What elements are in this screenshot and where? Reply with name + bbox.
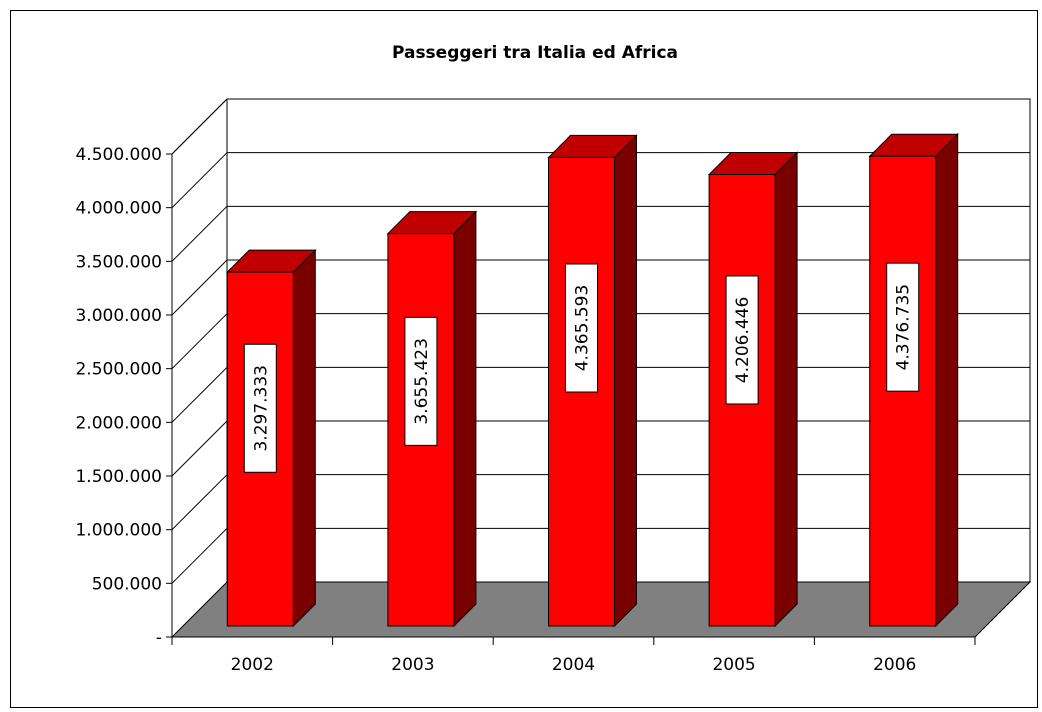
bar-side	[292, 248, 316, 628]
gridline-side	[171, 474, 228, 531]
y-tick-label: 1.500.000	[75, 467, 162, 487]
gridline-side	[171, 205, 228, 262]
bar: 4.206.446	[707, 151, 799, 628]
data-label: 4.206.446	[725, 275, 759, 405]
data-label-text: 4.376.735	[894, 284, 914, 371]
data-label-text: 4.206.446	[733, 297, 753, 384]
x-tick-label: 2006	[873, 655, 916, 675]
bar: 4.365.593	[547, 134, 638, 628]
bar-side	[453, 210, 477, 628]
chart-title: Passeggeri tra Italia ed Africa	[392, 43, 678, 63]
data-label-box	[886, 262, 920, 392]
y-tick-label: 3.000.000	[75, 306, 162, 326]
side-wall-edge	[171, 98, 228, 155]
bar: 3.655.423	[386, 210, 478, 628]
gridline-side	[171, 259, 228, 316]
data-label: 3.297.333	[243, 343, 277, 473]
y-tick-label: 1.000.000	[75, 521, 162, 541]
x-tick-label: 2004	[552, 655, 595, 675]
data-label-box	[565, 263, 598, 393]
data-label-text: 4.365.593	[573, 285, 593, 372]
bar-side	[935, 133, 959, 628]
data-label-text: 3.297.333	[251, 365, 271, 452]
x-tick-label: 2002	[231, 655, 274, 675]
data-label: 4.365.593	[565, 263, 598, 393]
y-tick-label: 2.500.000	[75, 360, 162, 380]
bar-side	[774, 151, 798, 628]
gridline-side	[171, 152, 228, 209]
y-tick-label: 3.500.000	[75, 252, 162, 272]
data-label: 3.655.423	[404, 316, 438, 446]
x-tick-label: 2003	[391, 655, 434, 675]
bar-side	[614, 134, 637, 628]
data-label: 4.376.735	[886, 262, 920, 392]
gridline-side	[171, 366, 228, 423]
y-tick-label: 4.000.000	[75, 199, 162, 219]
data-label-box	[725, 275, 759, 405]
gridline-side	[171, 527, 228, 584]
gridline-side	[171, 313, 228, 370]
data-label-box	[243, 343, 277, 473]
data-label-text: 3.655.423	[412, 338, 432, 425]
y-tick-label: -	[156, 628, 162, 648]
gridline-side	[171, 420, 228, 477]
y-tick-label: 500.000	[92, 574, 162, 594]
data-label-box	[404, 316, 438, 446]
bar: 3.297.333	[226, 248, 317, 628]
x-tick-label: 2005	[712, 655, 755, 675]
y-tick-label: 2.000.000	[75, 413, 162, 433]
bar: 4.376.735	[868, 133, 959, 628]
y-tick-label: 4.500.000	[75, 145, 162, 165]
